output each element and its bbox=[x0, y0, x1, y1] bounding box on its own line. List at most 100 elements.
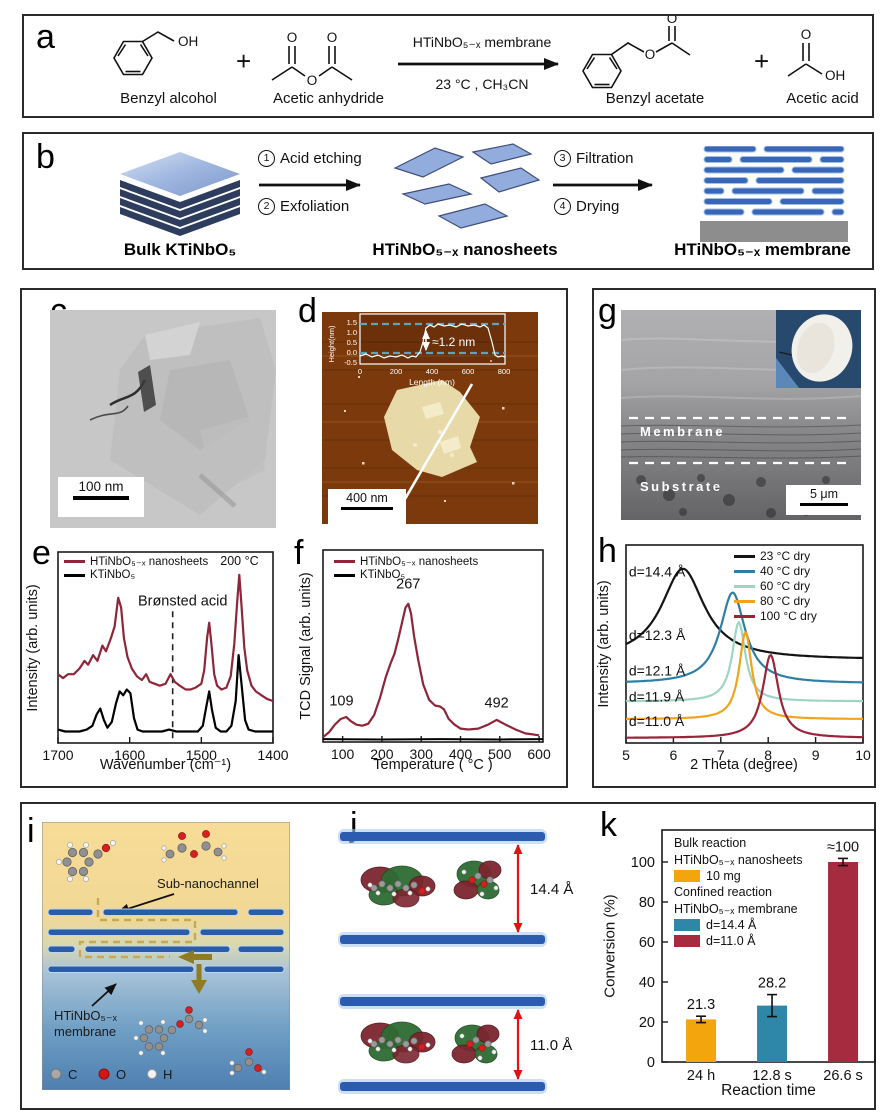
legend-temperature-note: 200 °C bbox=[220, 554, 259, 568]
layer-bars-bottom-model bbox=[338, 994, 547, 1094]
conversion-ylabel: Conversion (%) bbox=[601, 894, 619, 998]
subnanochannel-schematic: Sub-nanochannel HTiNbO₅₋ₓ membrane bbox=[42, 822, 290, 1090]
panel-letter-j: j bbox=[350, 806, 358, 844]
o-atom-label: O bbox=[327, 30, 338, 45]
svg-text:500: 500 bbox=[488, 746, 512, 762]
benzyl-acetate-label: Benzyl acetate bbox=[605, 90, 705, 107]
benzyl-alcohol-structure: OH bbox=[113, 31, 198, 76]
svg-text:300: 300 bbox=[410, 746, 434, 762]
substrate-graphic bbox=[700, 221, 848, 242]
line-swatch bbox=[734, 599, 755, 603]
membrane-label-line1: HTiNbO₅₋ₓ bbox=[54, 1008, 118, 1023]
step-number-1: 1 bbox=[258, 150, 275, 167]
svg-text:d=14.4 Å: d=14.4 Å bbox=[629, 564, 686, 580]
step-drying: 4 Drying bbox=[554, 198, 619, 215]
sem-scalebar: 5 μm bbox=[786, 485, 862, 515]
acetic-anhydride-label: Acetic anhydride bbox=[273, 90, 384, 107]
panel-letter-k: k bbox=[600, 806, 617, 844]
afm-inset-ylabel: Height(nm) bbox=[327, 325, 336, 363]
svg-text:8: 8 bbox=[764, 747, 772, 763]
svg-text:d=11.9 Å: d=11.9 Å bbox=[629, 688, 685, 704]
afm-inset-xlabel: Length (nm) bbox=[409, 377, 455, 387]
process-arrow-1 bbox=[259, 179, 361, 191]
svg-text:5: 5 bbox=[622, 747, 630, 763]
legend-item: 23 °C dry bbox=[734, 549, 817, 563]
svg-text:267: 267 bbox=[396, 576, 420, 592]
svg-text:200: 200 bbox=[370, 746, 394, 762]
plus-sign-1: + bbox=[236, 46, 252, 76]
svg-text:1500: 1500 bbox=[186, 747, 217, 763]
panel-letter-a: a bbox=[36, 18, 55, 56]
membrane-label: HTiNbO₅₋ₓ membrane bbox=[674, 240, 851, 259]
svg-text:109: 109 bbox=[329, 694, 353, 710]
reaction-condition-top: HTiNbO₅₋ₓ membrane bbox=[412, 34, 552, 50]
legend-swatch-row: 10 mg bbox=[674, 869, 803, 883]
svg-text:7: 7 bbox=[717, 747, 725, 763]
orbital-cluster bbox=[451, 1024, 500, 1064]
subnanochannel-label: Sub-nanochannel bbox=[157, 876, 259, 891]
oxygen-atom-icon bbox=[98, 1068, 110, 1080]
line-swatch bbox=[734, 554, 755, 558]
conversion-bar-chart: 0 20 40 60 80 100 21.3 24 h 28.2 12.8 s ≈100 26.6 s bbox=[631, 829, 876, 1084]
panel-letter-h: h bbox=[598, 532, 617, 570]
product-molecules-graphic bbox=[133, 1006, 267, 1076]
orbital-cluster bbox=[360, 865, 436, 908]
membrane-label-line2: membrane bbox=[54, 1024, 116, 1039]
svg-text:1600: 1600 bbox=[114, 747, 145, 763]
svg-text:492: 492 bbox=[485, 695, 509, 711]
bar-swatch bbox=[674, 870, 700, 882]
svg-text:0: 0 bbox=[647, 1055, 655, 1071]
tem-image bbox=[50, 310, 276, 528]
panel-letter-d: d bbox=[298, 292, 317, 330]
tpd-xlabel: Temperature ( °C ) bbox=[373, 757, 493, 773]
tem-scalebar-line bbox=[73, 496, 129, 500]
legend-label: d=14.4 Å bbox=[706, 918, 757, 932]
reaction-condition-bottom: 23 °C , CH₃CN bbox=[435, 76, 529, 92]
legend-swatch-row: d=14.4 Å bbox=[674, 918, 803, 932]
svg-text:100: 100 bbox=[631, 855, 655, 871]
afm-inset-xtick: 200 bbox=[390, 367, 403, 376]
svg-text:21.3: 21.3 bbox=[687, 997, 715, 1013]
svg-text:20: 20 bbox=[639, 1015, 655, 1031]
svg-text:60: 60 bbox=[639, 935, 655, 951]
flow-arrows bbox=[178, 950, 212, 994]
ftir-chart: 1700 1600 1500 1400 Brønsted acid bbox=[42, 551, 289, 763]
afm-inset-frame bbox=[359, 313, 506, 365]
benzyl-alcohol-label: Benzyl alcohol bbox=[120, 90, 217, 107]
afm-inset-xtick: 600 bbox=[462, 367, 475, 376]
bulk-crystal-graphic bbox=[120, 152, 240, 236]
xrd-chart: 5 6 7 8 9 10 d=14.4 Å d=12.3 Å d=12.1 Å d=11.9 Å d… bbox=[622, 544, 871, 763]
oh-atom-label: OH bbox=[178, 34, 198, 49]
ftir-legend: HTiNbO₅₋ₓ nanosheets 200 °C KTiNbO₅ bbox=[64, 554, 259, 581]
conversion-legend: Bulk reaction HTiNbO₅₋ₓ nanosheets 10 mg… bbox=[674, 836, 803, 948]
benzyl-acetate-structure: O O bbox=[582, 16, 691, 89]
conversion-xlabel: Reaction time bbox=[721, 1082, 816, 1099]
afm-profile-line bbox=[403, 383, 474, 500]
oh-atom-label: OH bbox=[825, 68, 845, 83]
line-swatch bbox=[334, 559, 355, 563]
layer-bars-top-model bbox=[338, 829, 547, 947]
legend-item: HTiNbO₅₋ₓ nanosheets 200 °C bbox=[64, 554, 259, 568]
membrane-photo-inset bbox=[776, 310, 861, 388]
afm-height-profile bbox=[359, 323, 506, 359]
legend-label: HTiNbO₅₋ₓ nanosheets bbox=[674, 853, 803, 867]
tem-scale-label: 100 nm bbox=[78, 479, 124, 494]
afm-inset-ytick: -0.5 bbox=[344, 358, 357, 367]
acetic-acid-structure: O OH bbox=[787, 27, 845, 83]
xrd-ylabel: Intensity (arb. units) bbox=[596, 580, 612, 708]
ftir-ylabel: Intensity (arb. units) bbox=[25, 584, 41, 712]
reactant-molecules-graphic bbox=[56, 830, 227, 882]
svg-text:d=11.0 Å: d=11.0 Å bbox=[629, 713, 685, 729]
afm-scalebar: 400 nm bbox=[328, 489, 406, 525]
sem-substrate-label: Substrate bbox=[640, 479, 723, 494]
step-acid-etching: 1 Acid etching bbox=[258, 150, 362, 167]
svg-text:24 h: 24 h bbox=[687, 1068, 715, 1084]
bar-swatch bbox=[674, 935, 700, 947]
legend-label: HTiNbO₅₋ₓ nanosheets bbox=[90, 556, 209, 568]
panel-a-box bbox=[22, 14, 874, 118]
gap-label-top: 14.4 Å bbox=[530, 881, 573, 898]
afm-inset-ytick: 0.0 bbox=[347, 348, 357, 357]
step-label-4: Drying bbox=[576, 198, 620, 215]
legend-item: HTiNbO₅₋ₓ nanosheets bbox=[334, 554, 478, 568]
